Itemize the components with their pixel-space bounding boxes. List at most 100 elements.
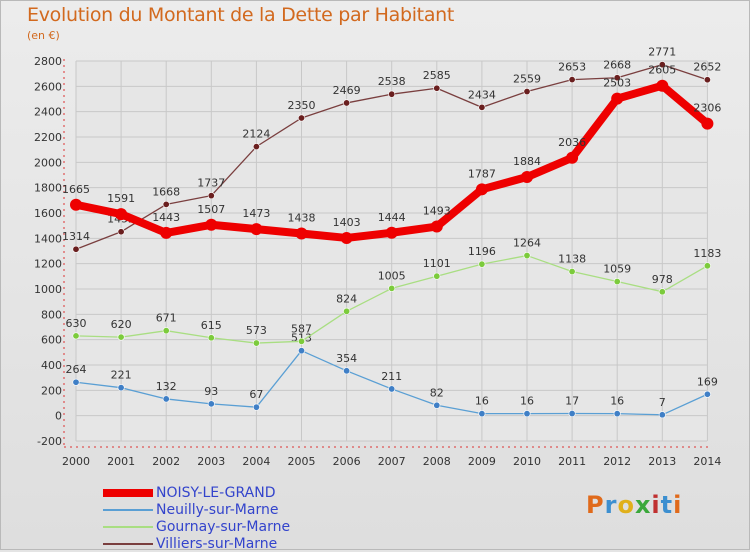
data-point-neuilly-sur-marne — [433, 401, 441, 409]
data-point-villiers-sur-marne — [117, 228, 125, 236]
y-tick-label: 0 — [55, 410, 62, 423]
data-label-gournay-sur-marne: 1138 — [558, 253, 586, 266]
data-point-gournay-sur-marne — [72, 332, 80, 340]
data-label-gournay-sur-marne: 587 — [291, 322, 312, 335]
data-point-noisy-le-grand — [295, 227, 308, 240]
data-label-villiers-sur-marne: 2653 — [558, 61, 586, 74]
logo-letter: r — [604, 491, 618, 519]
data-point-noisy-le-grand — [205, 218, 218, 231]
data-label-gournay-sur-marne: 1196 — [468, 245, 496, 258]
data-point-noisy-le-grand — [250, 223, 263, 236]
legend-swatch — [103, 509, 153, 511]
data-point-neuilly-sur-marne — [703, 390, 711, 398]
y-tick-label: 1800 — [34, 182, 62, 195]
data-label-villiers-sur-marne: 2350 — [288, 99, 316, 112]
data-point-noisy-le-grand — [340, 231, 353, 244]
data-point-gournay-sur-marne — [613, 278, 621, 286]
y-tick-label: 1400 — [34, 232, 62, 245]
data-point-neuilly-sur-marne — [388, 385, 396, 393]
data-label-neuilly-sur-marne: 17 — [565, 395, 579, 408]
data-point-neuilly-sur-marne — [162, 395, 170, 403]
x-tick-label: 2014 — [693, 455, 721, 468]
data-label-gournay-sur-marne: 824 — [336, 292, 357, 305]
data-point-neuilly-sur-marne — [343, 367, 351, 375]
data-point-villiers-sur-marne — [207, 192, 215, 200]
data-point-neuilly-sur-marne — [523, 410, 531, 418]
y-tick-label: 2200 — [34, 131, 62, 144]
data-label-noisy-le-grand: 2036 — [558, 136, 586, 149]
data-label-neuilly-sur-marne: 354 — [336, 352, 357, 365]
data-point-gournay-sur-marne — [117, 333, 125, 341]
data-label-noisy-le-grand: 1507 — [197, 203, 225, 216]
data-point-neuilly-sur-marne — [658, 411, 666, 419]
data-point-neuilly-sur-marne — [117, 384, 125, 392]
y-tick-label: 1600 — [34, 207, 62, 220]
data-point-gournay-sur-marne — [568, 268, 576, 276]
data-label-villiers-sur-marne: 2124 — [242, 128, 270, 141]
logo-letter: P — [586, 491, 605, 519]
legend-label: NOISY-LE-GRAND — [156, 485, 276, 501]
data-label-noisy-le-grand: 1443 — [152, 211, 180, 224]
data-point-noisy-le-grand — [566, 151, 579, 164]
data-point-neuilly-sur-marne — [613, 410, 621, 418]
data-label-noisy-le-grand: 1591 — [107, 192, 135, 205]
logo-letter: i — [651, 491, 661, 519]
data-label-noisy-le-grand: 1884 — [513, 155, 541, 168]
y-tick-label: 1200 — [34, 258, 62, 271]
data-point-neuilly-sur-marne — [478, 410, 486, 418]
data-point-gournay-sur-marne — [523, 252, 531, 260]
data-label-gournay-sur-marne: 620 — [111, 318, 132, 331]
data-label-neuilly-sur-marne: 264 — [66, 363, 87, 376]
data-label-villiers-sur-marne: 2434 — [468, 88, 496, 101]
data-label-noisy-le-grand: 1473 — [242, 207, 270, 220]
data-label-gournay-sur-marne: 1183 — [693, 247, 721, 260]
data-label-gournay-sur-marne: 978 — [652, 273, 673, 286]
data-point-villiers-sur-marne — [297, 114, 305, 122]
data-label-noisy-le-grand: 1403 — [333, 216, 361, 229]
data-label-neuilly-sur-marne: 221 — [111, 369, 132, 382]
y-tick-label: -200 — [37, 435, 62, 448]
legend-label: Gournay-sur-Marne — [156, 519, 291, 535]
data-point-gournay-sur-marne — [252, 339, 260, 347]
data-point-neuilly-sur-marne — [297, 347, 305, 355]
data-label-gournay-sur-marne: 1264 — [513, 237, 541, 250]
data-point-noisy-le-grand — [611, 92, 624, 105]
y-tick-label: 600 — [41, 334, 62, 347]
data-label-noisy-le-grand: 1787 — [468, 167, 496, 180]
data-label-gournay-sur-marne: 1101 — [423, 257, 451, 270]
x-tick-label: 2013 — [648, 455, 676, 468]
data-point-noisy-le-grand — [701, 117, 714, 130]
data-point-gournay-sur-marne — [703, 262, 711, 270]
x-tick-label: 2002 — [152, 455, 180, 468]
y-tick-label: 2400 — [34, 106, 62, 119]
data-point-villiers-sur-marne — [433, 84, 441, 92]
data-point-noisy-le-grand — [430, 220, 443, 233]
y-tick-label: 200 — [41, 384, 62, 397]
data-point-villiers-sur-marne — [72, 245, 80, 253]
data-label-villiers-sur-marne: 1737 — [197, 177, 225, 190]
data-label-villiers-sur-marne: 2652 — [693, 61, 721, 74]
data-point-villiers-sur-marne — [613, 74, 621, 82]
data-label-villiers-sur-marne: 2469 — [333, 84, 361, 97]
chart-title: Evolution du Montant de la Dette par Hab… — [27, 4, 455, 26]
legend-swatch — [103, 543, 153, 545]
data-label-neuilly-sur-marne: 16 — [475, 395, 489, 408]
y-tick-label: 1000 — [34, 283, 62, 296]
data-point-neuilly-sur-marne — [72, 378, 80, 386]
x-tick-label: 2001 — [107, 455, 135, 468]
data-label-neuilly-sur-marne: 7 — [659, 396, 666, 409]
data-label-villiers-sur-marne: 2538 — [378, 75, 406, 88]
y-tick-label: 2000 — [34, 156, 62, 169]
data-label-neuilly-sur-marne: 169 — [697, 375, 718, 388]
y-tick-label: 400 — [41, 359, 62, 372]
data-label-gournay-sur-marne: 573 — [246, 324, 267, 337]
data-point-neuilly-sur-marne — [568, 410, 576, 418]
data-label-neuilly-sur-marne: 132 — [156, 380, 177, 393]
data-label-gournay-sur-marne: 671 — [156, 312, 177, 325]
data-label-villiers-sur-marne: 1668 — [152, 185, 180, 198]
x-tick-label: 2008 — [423, 455, 451, 468]
data-point-gournay-sur-marne — [433, 272, 441, 280]
data-point-noisy-le-grand — [521, 171, 533, 184]
data-point-noisy-le-grand — [385, 226, 398, 239]
data-point-noisy-le-grand — [70, 198, 82, 211]
